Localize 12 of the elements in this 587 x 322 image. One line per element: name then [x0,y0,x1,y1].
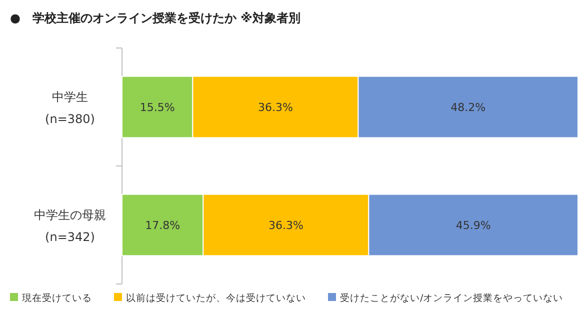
data-label: 48.2% [450,101,486,114]
data-label: 17.8% [145,219,180,232]
chart-title: ● 学校主催のオンライン授業を受けたか ※対象者別 [10,11,300,25]
y-tick-label: 中学生の母親 (n=342) [34,208,106,244]
y-tick-label: 中学生 (n=380) [45,90,95,126]
legend-label: 以前は受けていたが、今は受けていない [126,292,306,304]
data-label: 36.3% [268,219,304,232]
data-label: 45.9% [456,219,491,232]
legend-label: 受けたことがない/オンライン授業をやっていない [340,292,564,304]
data-label: 36.3% [258,101,293,114]
data-label: 15.5% [140,101,175,114]
legend-label: 現在受けている [22,292,92,304]
